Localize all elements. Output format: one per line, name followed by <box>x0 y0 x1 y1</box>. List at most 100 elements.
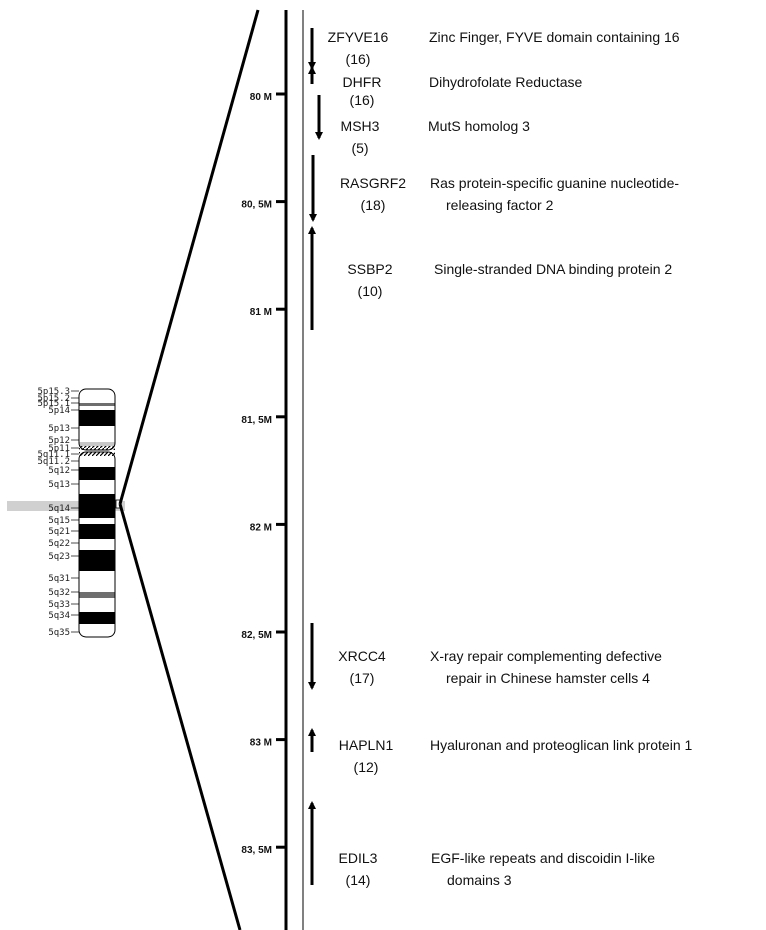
band-label: 5q31 <box>48 574 70 584</box>
gene-exon-count: (10) <box>358 283 383 299</box>
band-label: 5p12 <box>48 436 70 446</box>
band-label: 5q14 <box>48 504 70 514</box>
ideogram-band <box>79 550 115 571</box>
ideogram-band <box>79 456 115 467</box>
band-label: 5p13 <box>48 424 70 434</box>
band-label: 5q12 <box>48 466 70 476</box>
strand-arrow-up-icon <box>308 66 316 74</box>
ideogram-band <box>79 612 115 624</box>
band-label: 5q13 <box>48 480 70 490</box>
gene-description: domains 3 <box>447 872 512 888</box>
band-label: 5q11.1 <box>37 450 70 460</box>
band-label: 5q32 <box>48 588 70 598</box>
megabase-scale: 80 M 80, 5M 81 M 81, 5M 82 M 82, 5M 83 M 83, 5M <box>241 10 304 930</box>
band-label: 5p14 <box>48 406 70 416</box>
gene-description: Zinc Finger, FYVE domain containing 16 <box>429 29 680 45</box>
ideogram-band <box>79 598 115 612</box>
scale-tick-label: 83, 5M <box>241 845 272 856</box>
gene-rasgrf2: RASGRF2 (18) Ras protein-specific guanine … <box>309 155 679 222</box>
gene-exon-count: (18) <box>361 197 386 213</box>
ideogram-band <box>79 446 115 450</box>
ideogram-band <box>79 403 115 406</box>
gene-exon-count: (14) <box>346 872 371 888</box>
band-label: 5p15.1 <box>37 399 70 409</box>
gene-msh3: MSH3 (5) MutS homolog 3 <box>315 95 530 156</box>
gene-description: MutS homolog 3 <box>428 118 530 134</box>
gene-symbol: SSBP2 <box>347 261 392 277</box>
zoom-line-top <box>118 9 260 505</box>
band-label: 5q23 <box>48 552 70 562</box>
gene-edil3: EDIL3 (14) EGF-like repeats and discoidin … <box>308 801 655 888</box>
scale-tick-label: 80, 5M <box>241 200 272 211</box>
gene-description: releasing factor 2 <box>446 197 554 213</box>
gene-exon-count: (12) <box>354 759 379 775</box>
gene-zfyve16: ZFYVE16 (16) Zinc Finger, FYVE domain cont… <box>308 28 680 70</box>
band-label: 5q11.2 <box>37 457 70 467</box>
strand-arrow-down-icon <box>308 682 316 690</box>
gene-exon-count: (16) <box>350 92 375 108</box>
gene-description: Hyaluronan and proteoglican link protein… <box>430 737 692 753</box>
q-arm-outline <box>78 451 116 638</box>
band-label: 5q15 <box>48 516 70 526</box>
band-label: 5q35 <box>48 628 70 638</box>
gene-exon-count: (16) <box>346 51 371 67</box>
scale-tick-label: 82 M <box>250 522 272 533</box>
gene-symbol: MSH3 <box>341 118 380 134</box>
gene-exon-count: (5) <box>351 140 368 156</box>
ideogram-band <box>79 442 115 446</box>
gene-symbol: RASGRF2 <box>340 175 406 191</box>
gene-description: EGF-like repeats and discoidin I-like <box>431 850 655 866</box>
gene-description: Dihydrofolate Reductase <box>429 74 583 90</box>
ideogram-band <box>79 452 115 456</box>
gene-symbol: EDIL3 <box>339 850 378 866</box>
gene-ssbp2: SSBP2 (10) Single-stranded DNA binding pro… <box>308 226 672 330</box>
band-label: 5p11 <box>48 444 70 454</box>
ideogram-band <box>79 410 115 426</box>
scale-tick-label: 80 M <box>250 92 272 103</box>
ideogram-band <box>79 406 115 410</box>
gene-description: Ras protein-specific guanine nucleotide- <box>430 175 679 191</box>
gene-symbol: XRCC4 <box>338 648 386 664</box>
strand-arrow-down-icon <box>309 214 317 222</box>
gene-symbol: ZFYVE16 <box>328 29 389 45</box>
gene-description: X-ray repair complementing defective <box>430 648 662 664</box>
band-label: 5q34 <box>48 611 70 621</box>
scale-tick-label: 82, 5M <box>241 630 272 641</box>
scale-tick-label: 81 M <box>250 307 272 318</box>
ideogram-band <box>79 467 115 480</box>
ideogram-band <box>79 571 115 592</box>
gene-symbol: DHFR <box>343 74 382 90</box>
scale-tick-label: 83 M <box>250 738 272 749</box>
gene-xrcc4: XRCC4 (17) X-ray repair complementing defe… <box>308 623 662 690</box>
gene-hapln1: HAPLN1 (12) Hyaluronan and proteoglican li… <box>308 728 692 775</box>
band-label: 5p15.2 <box>37 394 70 404</box>
ideogram-band <box>79 494 115 518</box>
ideogram-band <box>79 426 115 442</box>
band-label: 5p15.3 <box>37 387 70 397</box>
scale-tick-label: 81, 5M <box>241 415 272 426</box>
ideogram-band <box>79 518 115 524</box>
band-label: 5q33 <box>48 600 70 610</box>
band-label: 5q22 <box>48 539 70 549</box>
zoom-line-bottom <box>118 503 242 930</box>
gene-symbol: HAPLN1 <box>339 737 394 753</box>
gene-exon-count: (17) <box>350 670 375 686</box>
gene-dhfr: DHFR (16) Dihydrofolate Reductase <box>308 66 583 108</box>
gene-track: ZFYVE16 (16) Zinc Finger, FYVE domain cont… <box>308 28 692 888</box>
strand-arrow-down-icon <box>315 132 323 140</box>
ideogram-band <box>79 539 115 550</box>
gene-description: repair in Chinese hamster cells 4 <box>446 670 650 686</box>
strand-arrow-up-icon <box>308 226 316 234</box>
ideogram-band <box>79 624 115 637</box>
ideogram-band <box>79 480 115 494</box>
ideogram-band <box>79 389 115 403</box>
p-arm-outline <box>78 388 116 451</box>
band-label: 5q21 <box>48 527 70 537</box>
band-highlight <box>7 501 125 511</box>
ideogram-band <box>79 524 115 539</box>
zoom-lines <box>118 9 260 930</box>
ideogram-band <box>79 592 115 598</box>
strand-arrow-up-icon <box>308 801 316 809</box>
